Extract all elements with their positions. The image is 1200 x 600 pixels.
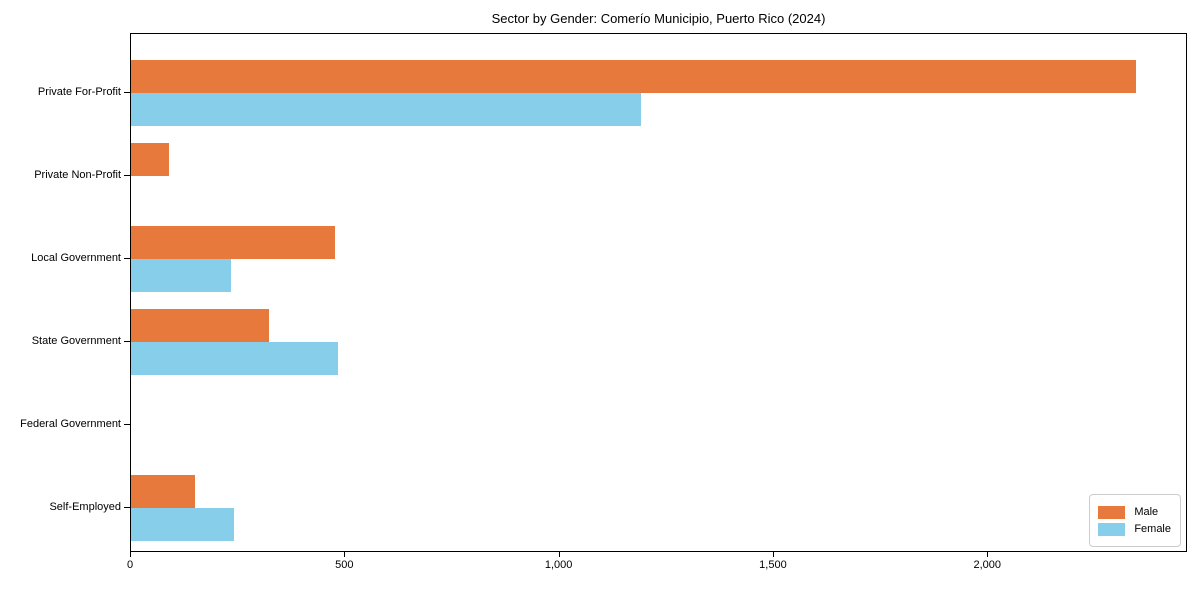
legend-row-male: Male bbox=[1098, 505, 1171, 519]
bar-male-state-government bbox=[131, 309, 269, 342]
plot-area: Male Female bbox=[130, 33, 1187, 552]
xtick-label-0: 0 bbox=[126, 559, 134, 571]
xtick-label-2-000: 2,000 bbox=[973, 559, 1002, 571]
ytick-mark bbox=[124, 258, 130, 259]
ytick-label-federal-government: Federal Government bbox=[20, 418, 121, 430]
bar-male-private-for-profit bbox=[131, 60, 1136, 93]
legend-label-female: Female bbox=[1134, 523, 1171, 535]
ytick-label-self-employed: Self-Employed bbox=[49, 501, 121, 513]
ytick-mark bbox=[124, 424, 130, 425]
ytick-label-state-government: State Government bbox=[31, 335, 121, 347]
legend: Male Female bbox=[1089, 494, 1181, 547]
xtick-label-500: 500 bbox=[335, 559, 354, 571]
legend-label-male: Male bbox=[1134, 506, 1159, 518]
xtick-label-1-000: 1,000 bbox=[544, 559, 573, 571]
legend-swatch-female bbox=[1098, 522, 1126, 536]
bar-male-self-employed bbox=[131, 475, 195, 508]
legend-swatch-male bbox=[1098, 505, 1126, 519]
bar-male-private-non-profit bbox=[131, 143, 169, 176]
xtick-mark bbox=[558, 552, 560, 557]
bar-female-local-government bbox=[131, 259, 231, 292]
ytick-mark bbox=[124, 175, 130, 176]
xtick-mark bbox=[772, 552, 774, 557]
ytick-label-private-non-profit: Private Non-Profit bbox=[34, 169, 121, 181]
ytick-mark bbox=[124, 341, 130, 342]
legend-row-female: Female bbox=[1098, 522, 1171, 536]
xtick-mark bbox=[344, 552, 346, 557]
xtick-mark bbox=[130, 552, 131, 557]
bar-male-local-government bbox=[131, 226, 335, 259]
xtick-mark bbox=[987, 552, 989, 557]
ytick-label-private-for-profit: Private For-Profit bbox=[37, 86, 121, 98]
chart-title: Sector by Gender: Comerío Municipio, Pue… bbox=[491, 11, 826, 26]
xtick-label-1-500: 1,500 bbox=[759, 559, 787, 571]
ytick-mark bbox=[124, 507, 130, 508]
bar-female-self-employed bbox=[131, 508, 234, 541]
bar-female-private-for-profit bbox=[131, 93, 641, 126]
bar-female-state-government bbox=[131, 342, 338, 375]
ytick-mark bbox=[124, 92, 130, 93]
ytick-label-local-government: Local Government bbox=[31, 252, 121, 264]
